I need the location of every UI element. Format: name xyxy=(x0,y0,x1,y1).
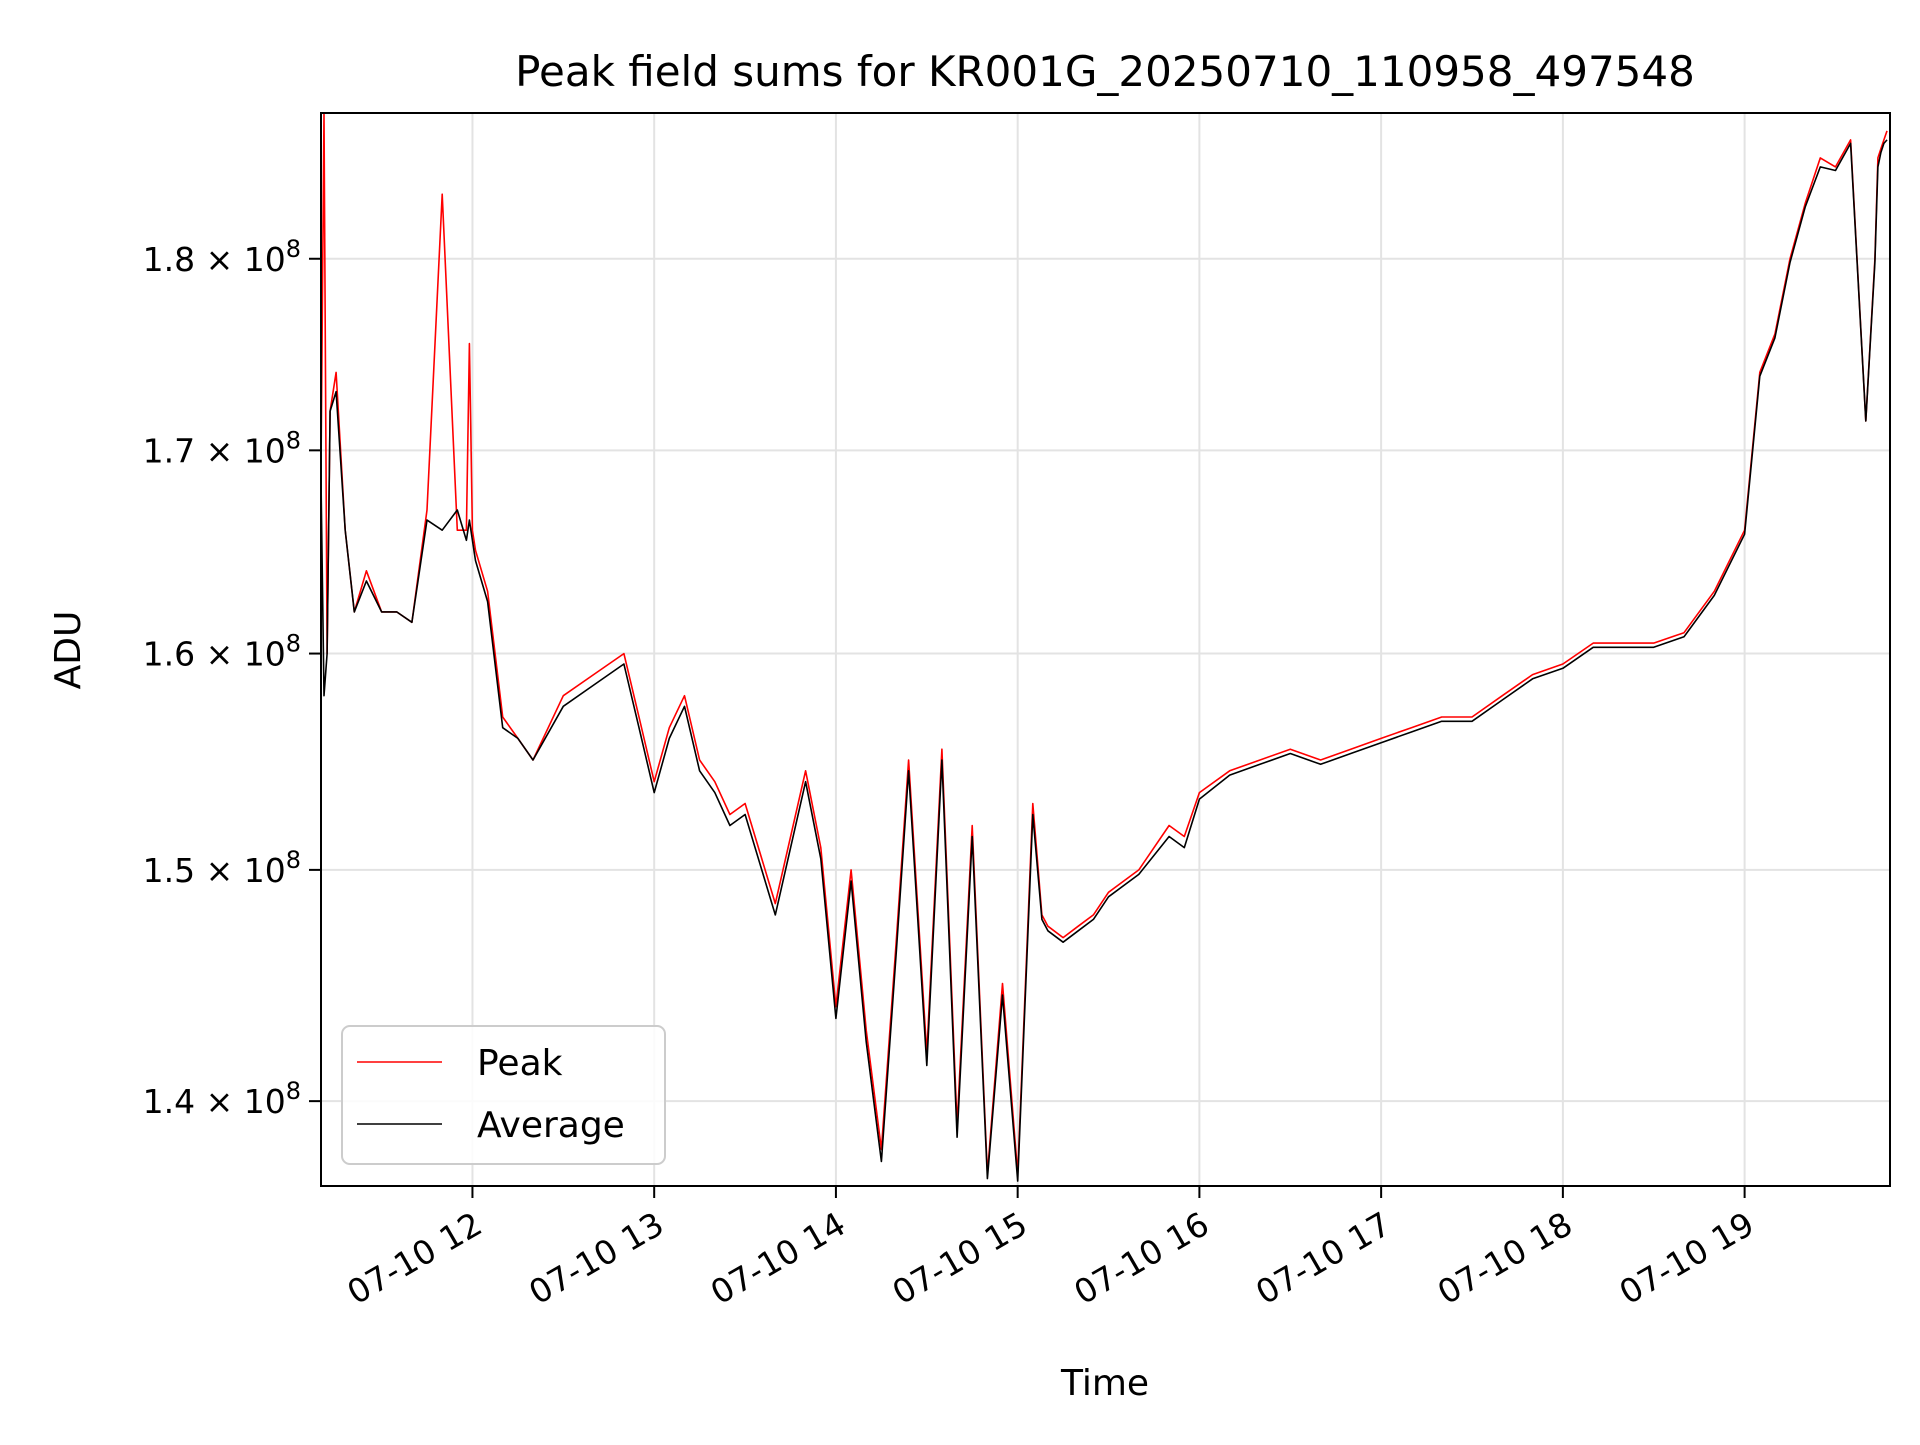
chart-title: Peak field sums for KR001G_20250710_1109… xyxy=(515,47,1695,96)
y-tick-label: 1.5 × 108 xyxy=(143,846,301,890)
plot-frame xyxy=(320,112,1891,1187)
y-tick-label: 1.8 × 108 xyxy=(143,235,301,279)
legend-label-average: Average xyxy=(477,1105,625,1146)
series-line-average xyxy=(320,139,1888,1182)
series-line-peak xyxy=(320,112,1888,1175)
legend-label-peak: Peak xyxy=(477,1043,563,1084)
y-tick-label: 1.4 × 108 xyxy=(143,1077,301,1121)
y-tick-label: 1.7 × 108 xyxy=(143,426,301,470)
series-lines xyxy=(320,112,1888,1182)
x-axis-label: Time xyxy=(1060,1363,1149,1404)
grid xyxy=(321,113,1890,1186)
legend: Peak Average xyxy=(341,1025,666,1165)
y-tick-label: 1.6 × 108 xyxy=(143,630,301,674)
y-axis-ticks: 1.4 × 108 1.5 × 108 1.6 × 108 1.7 × 108 1.8 … xyxy=(143,235,321,1121)
legend-box xyxy=(341,1025,666,1165)
y-axis-label: ADU xyxy=(48,611,89,690)
